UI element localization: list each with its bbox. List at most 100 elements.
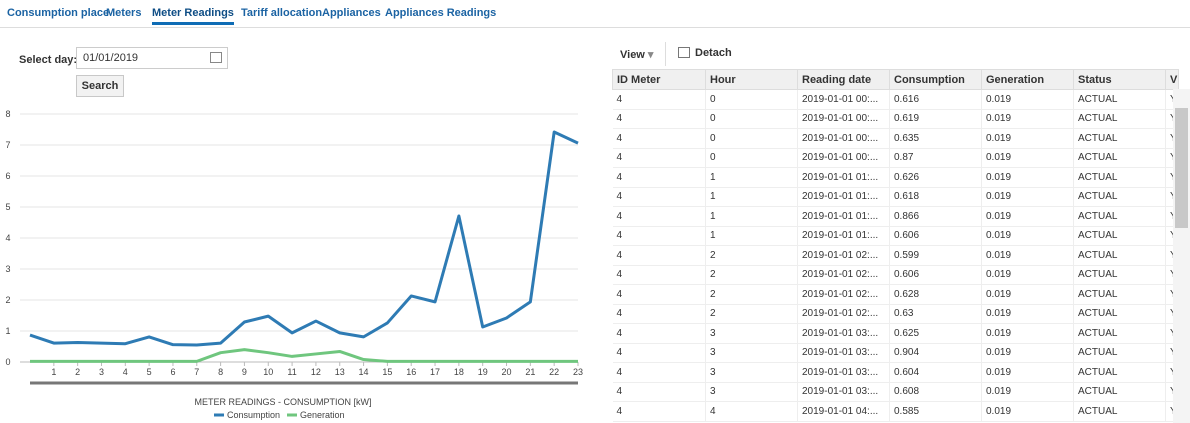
- x-tick-label: 13: [335, 367, 345, 377]
- table-cell: 2: [705, 245, 798, 266]
- column-header[interactable]: V: [1165, 69, 1179, 90]
- table-cell: 1: [705, 187, 798, 207]
- search-button[interactable]: Search: [76, 75, 124, 97]
- x-tick-label: 1: [51, 367, 56, 377]
- table-cell: 4: [612, 362, 706, 383]
- x-tick-label: 21: [525, 367, 535, 377]
- x-tick-label: 11: [287, 367, 296, 377]
- table-cell: 4: [612, 323, 706, 344]
- table-cell: 0.019: [981, 362, 1074, 383]
- legend-label: Generation: [300, 410, 345, 420]
- table-cell: 3: [705, 343, 798, 363]
- table-cell: 4: [612, 401, 706, 422]
- y-tick-label: 0: [5, 357, 10, 367]
- x-tick-label: 10: [263, 367, 273, 377]
- table-cell: 1: [705, 226, 798, 246]
- detach-icon: [678, 47, 690, 58]
- column-header[interactable]: Status: [1073, 69, 1166, 90]
- x-tick-label: 9: [242, 367, 247, 377]
- table-cell: 0.019: [981, 304, 1074, 324]
- column-header[interactable]: Generation: [981, 69, 1074, 90]
- x-tick-label: 22: [549, 367, 559, 377]
- table-cell: 0.608: [889, 382, 982, 402]
- table-cell: 0.87: [889, 148, 982, 168]
- table-cell: 0.866: [889, 206, 982, 227]
- detach-button[interactable]: Detach: [695, 47, 732, 59]
- x-tick-label: 18: [454, 367, 464, 377]
- tab-bar: Consumption place Meters Meter Readings Tar…: [0, 0, 1190, 28]
- column-header[interactable]: Consumption: [889, 69, 982, 90]
- view-menu[interactable]: View: [620, 48, 653, 61]
- table-cell: 3: [705, 323, 798, 344]
- table-cell: 3: [705, 382, 798, 402]
- table-cell: 4: [612, 284, 706, 305]
- table-cell: 4: [612, 187, 706, 207]
- x-tick-label: 19: [478, 367, 488, 377]
- table-cell: ACTUAL: [1073, 323, 1166, 344]
- tab[interactable]: Meters: [106, 7, 142, 19]
- table-cell: 0.626: [889, 167, 982, 188]
- scroll-thumb[interactable]: [1175, 108, 1188, 228]
- table-cell: 0.019: [981, 148, 1074, 168]
- tab[interactable]: Meter Readings: [152, 7, 234, 25]
- table-cell: 2019-01-01 00:...: [797, 148, 890, 168]
- table-cell: 2019-01-01 03:...: [797, 362, 890, 383]
- line-series: [30, 348, 578, 363]
- table-cell: 4: [612, 382, 706, 402]
- table-cell: 2019-01-01 02:...: [797, 284, 890, 305]
- x-tick-label: 7: [194, 367, 199, 377]
- tab[interactable]: Appliances Readings: [385, 7, 497, 19]
- column-header[interactable]: Hour: [705, 69, 798, 90]
- tab[interactable]: Consumption place: [7, 7, 110, 19]
- tab[interactable]: Tariff allocation: [241, 7, 323, 19]
- table-cell: 0.606: [889, 226, 982, 246]
- table-cell: ACTUAL: [1073, 187, 1166, 207]
- table-cell: 2: [705, 265, 798, 285]
- table-cell: ACTUAL: [1073, 206, 1166, 227]
- table-cell: 1: [705, 206, 798, 227]
- table-cell: 0.618: [889, 187, 982, 207]
- x-tick-label: 23: [573, 367, 583, 377]
- table-cell: 0.616: [889, 89, 982, 110]
- table-cell: 0.019: [981, 401, 1074, 422]
- table-cell: 0.628: [889, 284, 982, 305]
- table-cell: 2: [705, 304, 798, 324]
- date-input[interactable]: 01/01/2019: [76, 47, 228, 69]
- y-tick-label: 8: [5, 109, 10, 119]
- table-cell: 0.599: [889, 245, 982, 266]
- x-tick-label: 12: [311, 367, 321, 377]
- table-cell: 0.019: [981, 109, 1074, 129]
- column-header[interactable]: Reading date: [797, 69, 890, 90]
- table-cell: ACTUAL: [1073, 362, 1166, 383]
- table-cell: 0.585: [889, 401, 982, 422]
- calendar-icon[interactable]: [210, 52, 222, 63]
- tab[interactable]: Appliances: [322, 7, 381, 19]
- y-tick-label: 1: [5, 326, 10, 336]
- x-tick-label: 5: [147, 367, 152, 377]
- table-cell: ACTUAL: [1073, 304, 1166, 324]
- table-cell: ACTUAL: [1073, 245, 1166, 266]
- table-cell: 2019-01-01 02:...: [797, 265, 890, 285]
- y-tick-label: 4: [5, 233, 10, 243]
- table-cell: 2019-01-01 00:...: [797, 128, 890, 149]
- table-cell: 2019-01-01 03:...: [797, 343, 890, 363]
- column-header[interactable]: ID Meter: [612, 69, 706, 90]
